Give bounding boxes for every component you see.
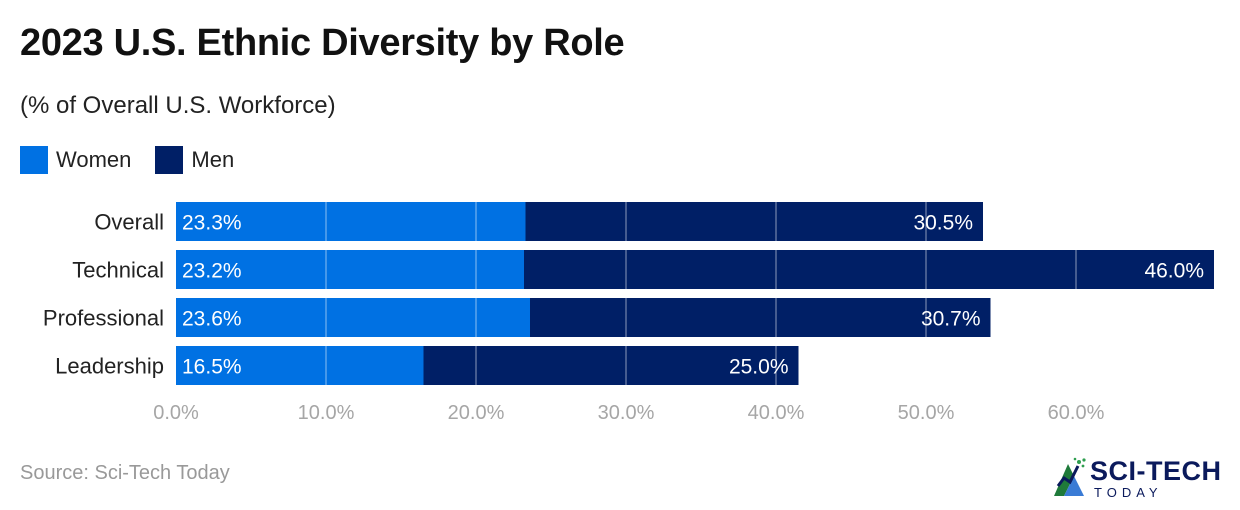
legend-label-men: Men: [191, 147, 235, 172]
x-tick-label-40: 40.0%: [748, 402, 805, 424]
x-tick-label-10: 10.0%: [298, 402, 355, 424]
bar-men-professional: [530, 298, 991, 337]
legend: Women Men: [20, 146, 258, 174]
sci-tech-today-logo: SCI-TECH TODAY: [1050, 456, 1230, 502]
bar-men-technical: [524, 250, 1214, 289]
chart-subtitle: (% of Overall U.S. Workforce): [20, 92, 336, 119]
bar-men-overall: [525, 202, 983, 241]
category-label-professional: Professional: [43, 306, 164, 331]
category-label-overall: Overall: [94, 210, 164, 235]
bar-women-professional: [176, 298, 530, 337]
category-label-leadership: Leadership: [55, 354, 164, 379]
x-tick-label-20: 20.0%: [448, 402, 505, 424]
logo-mark-icon: [1054, 457, 1086, 496]
category-label-technical: Technical: [72, 258, 164, 283]
value-label-men-overall: 30.5%: [913, 212, 973, 235]
bar-women-overall: [176, 202, 526, 241]
legend-item-men: Men: [155, 146, 234, 174]
source-note: Source: Sci-Tech Today: [20, 462, 230, 484]
bar-women-technical: [176, 250, 524, 289]
x-tick-label-50: 50.0%: [898, 402, 955, 424]
x-tick-label-30: 30.0%: [598, 402, 655, 424]
legend-label-women: Women: [56, 147, 132, 172]
x-tick-label-60: 60.0%: [1048, 402, 1105, 424]
logo-subtext: TODAY: [1094, 485, 1163, 500]
legend-swatch-women: [20, 146, 48, 174]
value-label-women-professional: 23.6%: [182, 308, 242, 331]
value-label-women-technical: 23.2%: [182, 260, 242, 283]
x-tick-label-0: 0.0%: [153, 402, 199, 424]
value-label-men-leadership: 25.0%: [729, 356, 789, 379]
logo-wordmark: SCI-TECH: [1090, 456, 1222, 486]
value-label-women-leadership: 16.5%: [182, 356, 242, 379]
value-label-men-professional: 30.7%: [921, 308, 981, 331]
value-label-women-overall: 23.3%: [182, 212, 242, 235]
bar-women-leadership: [176, 346, 424, 385]
stacked-bar-chart: Overall Technical Professional Leadership 23…: [43, 202, 1214, 424]
legend-item-women: Women: [20, 146, 131, 174]
chart-title: 2023 U.S. Ethnic Diversity by Role: [20, 22, 625, 64]
legend-swatch-men: [155, 146, 184, 174]
bar-men-leadership: [423, 346, 799, 385]
value-label-men-technical: 46.0%: [1144, 260, 1204, 283]
